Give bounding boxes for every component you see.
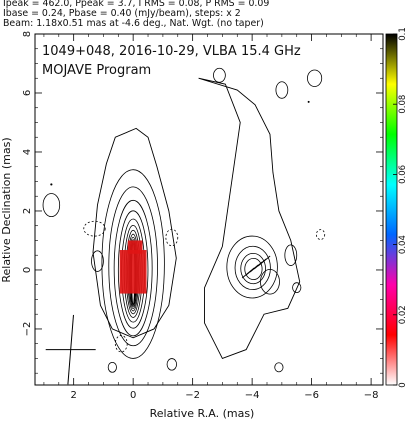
polarization-vector [257,255,271,267]
colorbar-tick-label: 0.06 [398,165,408,184]
core-contour [113,199,153,337]
noise-contour [275,81,289,99]
y-tick-label: −2 [22,322,33,337]
x-tick-label: −8 [364,390,379,401]
y-tick-label: 0 [22,267,33,273]
colorbar-tick-label: 0.02 [398,305,408,324]
stats-line-2: Ibase = 0.24, Pbase = 0.40 (mJy/beam), s… [3,8,241,19]
noise-contour [42,193,61,218]
stats-line-1: Ipeak = 462.0, Ppeak = 3.7, I RMS = 0.08… [3,0,270,9]
noise-contour [315,229,326,240]
noise-contour [260,268,280,295]
x-tick-label: 2 [70,390,76,401]
jet-outer-contour [198,77,301,360]
jet-contour [244,257,263,281]
chart-title: 1049+048, 2016-10-29, VLBA 15.4 GHz [42,44,301,59]
noise-contour [166,358,177,371]
jet-contour [240,252,266,285]
noise-contour [307,69,323,87]
x-tick-label: 0 [130,390,136,401]
core-contour [117,210,149,329]
colorbar-tick-label: 0.1 [398,27,408,41]
noise-contour [284,244,298,266]
x-tick-label: −2 [185,390,200,401]
noise-contour [274,362,284,373]
colorbar-tick-label: 0 [398,382,408,387]
noise-contour [83,220,106,237]
noise-dot [50,183,53,186]
polarization-patch-top [127,240,143,254]
noise-contour [292,282,302,294]
noise-contour [107,361,117,373]
x-tick-label: −6 [304,390,319,401]
noise-contour [91,250,104,272]
noise-contour [165,228,179,247]
core-outer-contour [92,127,177,339]
y-tick-label: 6 [22,90,33,96]
core-contour [101,169,165,359]
core-contour [108,186,158,347]
noise-dot [307,100,310,103]
x-axis-label: Relative R.A. (mas) [150,407,255,420]
colorbar [385,33,398,386]
chart-subtitle: MOJAVE Program [42,63,151,78]
noise-contour [213,67,226,83]
colorbar-tick-label: 0.04 [398,235,408,254]
jet-contour [226,235,278,299]
y-tick-label: 8 [22,31,33,37]
polarization-patch [119,250,147,294]
beam-info-line: Beam: 1.18x0.51 mas at -4.6 deg., Nat. W… [3,18,264,29]
y-axis-label: Relative Declination (mas) [0,137,13,282]
y-tick-label: 2 [22,208,33,214]
x-tick-label: −4 [245,390,260,401]
jet-contour [234,245,271,290]
y-tick-label: 4 [22,149,33,155]
colorbar-tick-label: 0.08 [398,95,408,114]
plot-frame [34,33,384,386]
noise-contour [114,335,128,353]
